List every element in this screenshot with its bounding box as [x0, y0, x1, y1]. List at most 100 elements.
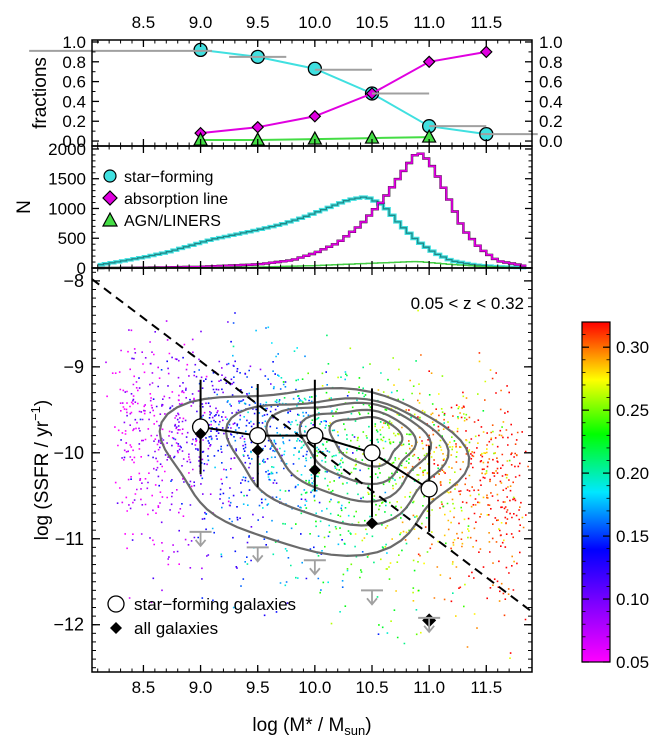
scatter-points	[419, 436, 510, 595]
scatter-points	[412, 452, 428, 562]
scatter-points	[492, 584, 494, 586]
scatter-points	[369, 473, 377, 478]
scatter-points	[215, 373, 276, 504]
scatter-points	[208, 436, 211, 438]
fraction-y-tick-label-left: 0.4	[62, 92, 86, 111]
scatter-points	[452, 541, 455, 544]
scatter-points	[427, 444, 482, 456]
scatter-points	[354, 533, 425, 565]
scatter-points	[298, 457, 300, 460]
scatter-points	[216, 387, 275, 396]
scatter-points	[312, 488, 315, 491]
scatter-points	[496, 457, 498, 459]
scatter-points	[382, 547, 384, 549]
scatter-points	[506, 474, 509, 476]
upper-limit-arrowhead	[309, 567, 321, 576]
scatter-points	[214, 421, 217, 423]
dividing-line	[91, 278, 533, 613]
scatter-points	[201, 451, 263, 501]
x-tick-label-bottom: 9.0	[189, 678, 213, 697]
scatter-points	[287, 420, 290, 423]
fraction-y-tick-label-right: 0.2	[539, 112, 563, 131]
scatter-points	[385, 543, 418, 611]
scatter-points	[178, 394, 180, 397]
fraction-y-tick-label-right: 0.8	[539, 53, 563, 72]
scatter-points	[231, 520, 233, 523]
scatter-points	[329, 481, 331, 483]
scatter-points	[299, 399, 302, 401]
scatter-points	[264, 445, 266, 447]
scatter-points	[220, 445, 222, 448]
scatter-points	[494, 437, 497, 439]
scatter-points	[167, 372, 170, 375]
scatter-points	[156, 420, 158, 423]
scatter-points	[362, 431, 365, 433]
scatter-points	[123, 412, 179, 558]
scatter-points	[377, 633, 380, 635]
scatter-points	[216, 438, 218, 440]
scatter-points	[331, 489, 334, 492]
scatter-points	[477, 481, 514, 540]
scatter-points	[275, 401, 278, 404]
scatter-points	[184, 538, 187, 541]
scatter-points	[468, 416, 495, 474]
scatter-points	[228, 504, 231, 507]
scatter-points	[460, 506, 462, 509]
scatter-points	[313, 499, 316, 502]
scatter-points	[248, 466, 250, 469]
scatter-points	[400, 464, 403, 467]
scatter-points	[282, 381, 285, 383]
scatter-points	[384, 440, 387, 443]
x-tick-label-top: 9.0	[189, 13, 213, 32]
scatter-points	[479, 479, 482, 482]
scatter-points	[228, 497, 273, 522]
scatter-points	[444, 513, 446, 516]
scatter-points	[472, 455, 475, 458]
sf-median-point	[249, 426, 267, 445]
scatter-points	[455, 456, 458, 458]
scatter-points	[366, 437, 368, 439]
scatter-points	[387, 395, 508, 479]
x-tick-label-bottom: 10.0	[298, 678, 331, 697]
scatter-points	[221, 506, 223, 509]
fractions-ylabel: fractions	[30, 57, 51, 129]
scatter-points	[338, 501, 340, 504]
histogram-ylabel: N	[14, 200, 35, 214]
scatter-points	[294, 486, 297, 489]
scatter-points	[362, 453, 364, 455]
fraction-point-absorption	[479, 45, 493, 59]
scatter-points	[508, 479, 510, 481]
scatter-points	[298, 414, 300, 416]
scatter-points	[244, 403, 247, 405]
scatter-points	[487, 461, 529, 468]
x-tick-label-bottom: 8.5	[132, 678, 156, 697]
ssfr-panel	[91, 278, 533, 634]
scatter-points	[419, 467, 421, 469]
scatter-points	[471, 451, 473, 453]
scatter-points	[147, 382, 283, 457]
scatter-points	[494, 452, 496, 454]
scatter-points	[317, 417, 320, 419]
scatter-points	[495, 484, 497, 486]
scatter-points	[378, 467, 380, 470]
scatter-points	[407, 468, 485, 474]
scatter-points	[409, 447, 411, 450]
scatter-points	[327, 581, 329, 584]
scatter-points	[270, 472, 273, 475]
scatter-points	[475, 539, 478, 542]
scatter-points	[149, 362, 160, 478]
colorbar: 0.05 0.10 0.15 0.20 0.25 0.30	[581, 321, 649, 672]
scatter-points	[421, 442, 424, 445]
scatter-points	[277, 374, 279, 376]
fraction-y-tick-label-left: 1.0	[62, 33, 86, 52]
scatter-points	[452, 544, 455, 546]
scatter-points	[248, 404, 251, 406]
fraction-y-tick-label-left: 0.6	[62, 73, 86, 92]
scatter-points	[398, 457, 400, 460]
all-galaxies-point	[194, 427, 207, 440]
x-tick-label-bottom: 11.5	[470, 678, 502, 697]
scatter-points	[198, 358, 200, 361]
scatter-points	[213, 455, 216, 457]
scatter-points	[177, 443, 180, 445]
x-tick-label-top: 10.5	[355, 13, 388, 32]
